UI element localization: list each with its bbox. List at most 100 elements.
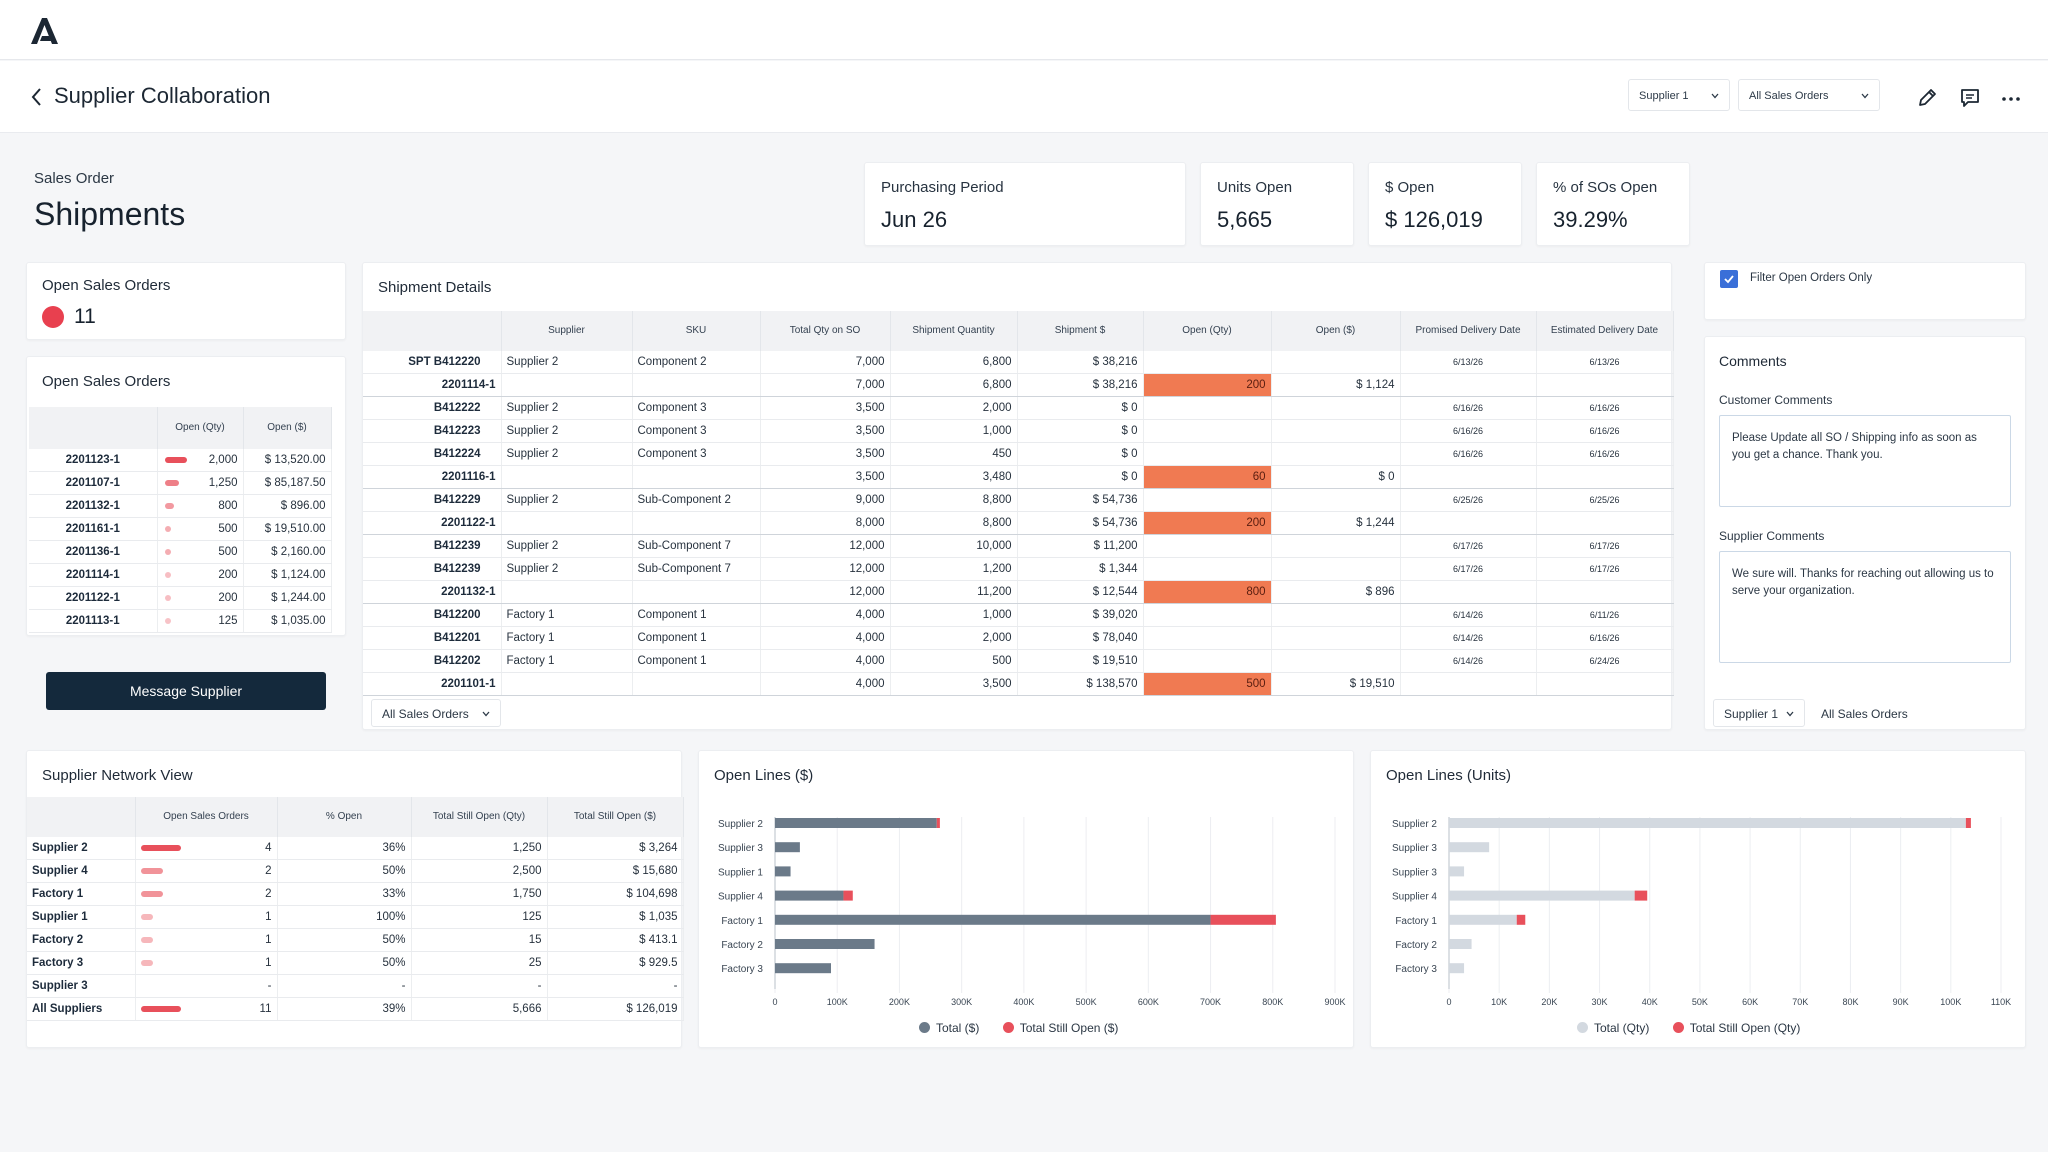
table-row[interactable]: B412239 Supplier 2 Sub-Component 7 12,000 10… [363, 534, 1674, 559]
comments-card: Comments Customer Comments Please Update… [1704, 336, 2026, 730]
table-row[interactable]: B412239 Supplier 2 Sub-Component 7 12,000 1,… [363, 557, 1674, 582]
bar-still-open[interactable] [1965, 818, 1971, 828]
y-category-label: Factory 1 [721, 916, 763, 927]
id-cell: B412239 [363, 557, 502, 582]
x-tick-label: 20K [1541, 997, 1557, 1007]
y-category-label: Factory 2 [721, 940, 763, 951]
supplier-select[interactable]: Supplier 1 [1628, 79, 1730, 111]
bar-total[interactable] [775, 914, 1211, 925]
table-row[interactable]: B412229 Supplier 2 Sub-Component 2 9,000 8,8… [363, 488, 1674, 513]
bar-total[interactable] [1449, 818, 1966, 828]
comment-icon[interactable] [1959, 87, 1981, 109]
table-row[interactable]: 2201113-1 125 $ 1,035.00 [29, 609, 332, 634]
id-cell: 2201101-1 [363, 672, 502, 697]
supplier-name: Supplier 2 [27, 837, 136, 861]
checkmark-icon [1724, 275, 1734, 284]
bar-still-open[interactable] [1210, 914, 1276, 925]
promised-cell: 6/17/26 [1400, 534, 1537, 559]
bar-still-open[interactable] [936, 818, 940, 828]
message-supplier-button[interactable]: Message Supplier [46, 672, 326, 710]
customer-comments-field[interactable]: Please Update all SO / Shipping info as … [1719, 415, 2011, 507]
bar-total[interactable] [1449, 890, 1635, 901]
ship-qty-cell: 1,200 [890, 557, 1018, 582]
open-usd-value: $ 85,187.50 [243, 471, 332, 496]
filter-open-orders-checkbox[interactable] [1720, 270, 1738, 288]
table-row[interactable]: B412222 Supplier 2 Component 3 3,500 2,000 $ … [363, 396, 1674, 421]
back-chevron-icon[interactable] [28, 85, 44, 109]
estimated-cell [1536, 580, 1674, 605]
table-row[interactable]: Supplier 3---- [27, 974, 684, 999]
table-row[interactable]: B412202 Factory 1 Component 1 4,000 500 $ 19,… [363, 649, 1674, 674]
ship-usd-cell: $ 12,544 [1017, 580, 1144, 605]
table-row[interactable]: All Suppliers 11 39% 5,666 $ 126,019 [27, 997, 684, 1022]
open-qty-cell: 500 [157, 517, 244, 542]
bar-total[interactable] [1449, 842, 1490, 853]
ship-usd-cell: $ 78,040 [1017, 626, 1144, 651]
total-cell: 8,000 [760, 511, 891, 536]
bar-still-open[interactable] [843, 890, 853, 901]
open-qty-cell: 500 [157, 540, 244, 565]
total-cell: 4,000 [760, 649, 891, 674]
bar-total[interactable] [775, 963, 831, 974]
brand-logo-icon[interactable] [28, 14, 62, 48]
table-row[interactable]: 2201122-1 8,000 8,800 $ 54,736 200 $ 1,244 [363, 511, 1674, 536]
supplier-comments-field[interactable]: We sure will. Thanks for reaching out al… [1719, 551, 2011, 663]
estimated-cell: 6/16/26 [1536, 396, 1674, 421]
table-row[interactable]: Factory 3 1 50% 25 $ 929.5 [27, 951, 684, 976]
bar-total[interactable] [775, 939, 875, 949]
open-usd-cell [1271, 442, 1401, 467]
table-row[interactable]: 2201161-1 500 $ 19,510.00 [29, 517, 332, 542]
bar-total[interactable] [1449, 866, 1465, 877]
bar-total[interactable] [1449, 939, 1472, 949]
table-row[interactable]: 2201107-1 1,250 $ 85,187.50 [29, 471, 332, 496]
table-row[interactable]: 2201116-1 3,500 3,480 $ 0 60 $ 0 [363, 465, 1674, 490]
bar-still-open[interactable] [1516, 914, 1526, 925]
orders-select[interactable]: All Sales Orders [1738, 79, 1880, 111]
comments-orders-label[interactable]: All Sales Orders [1821, 707, 1908, 721]
table-row[interactable]: 2201136-1 500 $ 2,160.00 [29, 540, 332, 565]
y-category-label: Supplier 1 [718, 867, 763, 878]
column-header [27, 797, 136, 837]
table-row[interactable]: B412223 Supplier 2 Component 3 3,500 1,000 $ … [363, 419, 1674, 444]
card-title: Open Sales Orders [42, 277, 171, 294]
y-category-label: Supplier 3 [1392, 843, 1437, 854]
table-row[interactable]: Supplier 4 2 50% 2,500 $ 15,680 [27, 859, 684, 884]
table-row[interactable]: Factory 2 1 50% 15 $ 413.1 [27, 928, 684, 953]
table-row[interactable]: SPT B412220 Supplier 2 Component 2 7,000 6,8… [363, 351, 1674, 375]
table-row[interactable]: 2201114-1 7,000 6,800 $ 38,216 200 $ 1,124 [363, 373, 1674, 398]
bar-total[interactable] [775, 842, 800, 853]
table-row[interactable]: Factory 1 2 33% 1,750 $ 104,698 [27, 882, 684, 907]
y-category-label: Factory 3 [1395, 964, 1437, 975]
table-row[interactable]: 2201132-1 800 $ 896.00 [29, 494, 332, 519]
table-row[interactable]: 2201132-1 12,000 11,200 $ 12,544 800 $ 896 [363, 580, 1674, 605]
open-lines-dollars-chart: 0 100K 200K 300K 400K 500K 600K 700K 800K 900K Sup… [718, 817, 1346, 1007]
card-title: Supplier Network View [42, 767, 193, 784]
bar-total[interactable] [775, 818, 937, 828]
sku-cell: Component 1 [632, 603, 761, 628]
more-options-icon[interactable] [2000, 87, 2022, 109]
bar-total[interactable] [1449, 963, 1465, 974]
total-cell: 3,500 [760, 419, 891, 444]
table-row[interactable]: 2201114-1 200 $ 1,124.00 [29, 563, 332, 588]
y-category-label: Factory 3 [721, 964, 763, 975]
table-row[interactable]: 2201122-1 200 $ 1,244.00 [29, 586, 332, 611]
table-row[interactable]: B412224 Supplier 2 Component 3 3,500 450 $ 0 6… [363, 442, 1674, 467]
x-tick-label: 60K [1742, 997, 1758, 1007]
table-row[interactable]: B412200 Factory 1 Component 1 4,000 1,000 $ 3… [363, 603, 1674, 628]
id-cell: B412223 [363, 419, 502, 444]
table-row[interactable]: Supplier 2 4 36% 1,250 $ 3,264 [27, 837, 684, 861]
column-header: Shipment Quantity [890, 311, 1018, 351]
bar-total[interactable] [1449, 914, 1517, 925]
table-row[interactable]: Supplier 1 1 100% 125 $ 1,035 [27, 905, 684, 930]
bar-total[interactable] [775, 866, 791, 877]
bar-still-open[interactable] [1634, 890, 1648, 901]
table-row[interactable]: 2201123-1 2,000 $ 13,520.00 [29, 449, 332, 473]
open-orders-value: - [267, 980, 272, 993]
edit-pencil-icon[interactable] [1916, 87, 1938, 109]
table-row[interactable]: B412201 Factory 1 Component 1 4,000 2,000 $ 7… [363, 626, 1674, 651]
shipment-orders-select[interactable]: All Sales Orders [371, 699, 501, 727]
total-cell: 12,000 [760, 580, 891, 605]
bar-total[interactable] [775, 890, 844, 901]
table-row[interactable]: 2201101-1 4,000 3,500 $ 138,570 500 $ 19,510 [363, 672, 1674, 697]
comments-supplier-select[interactable]: Supplier 1 [1713, 699, 1805, 727]
